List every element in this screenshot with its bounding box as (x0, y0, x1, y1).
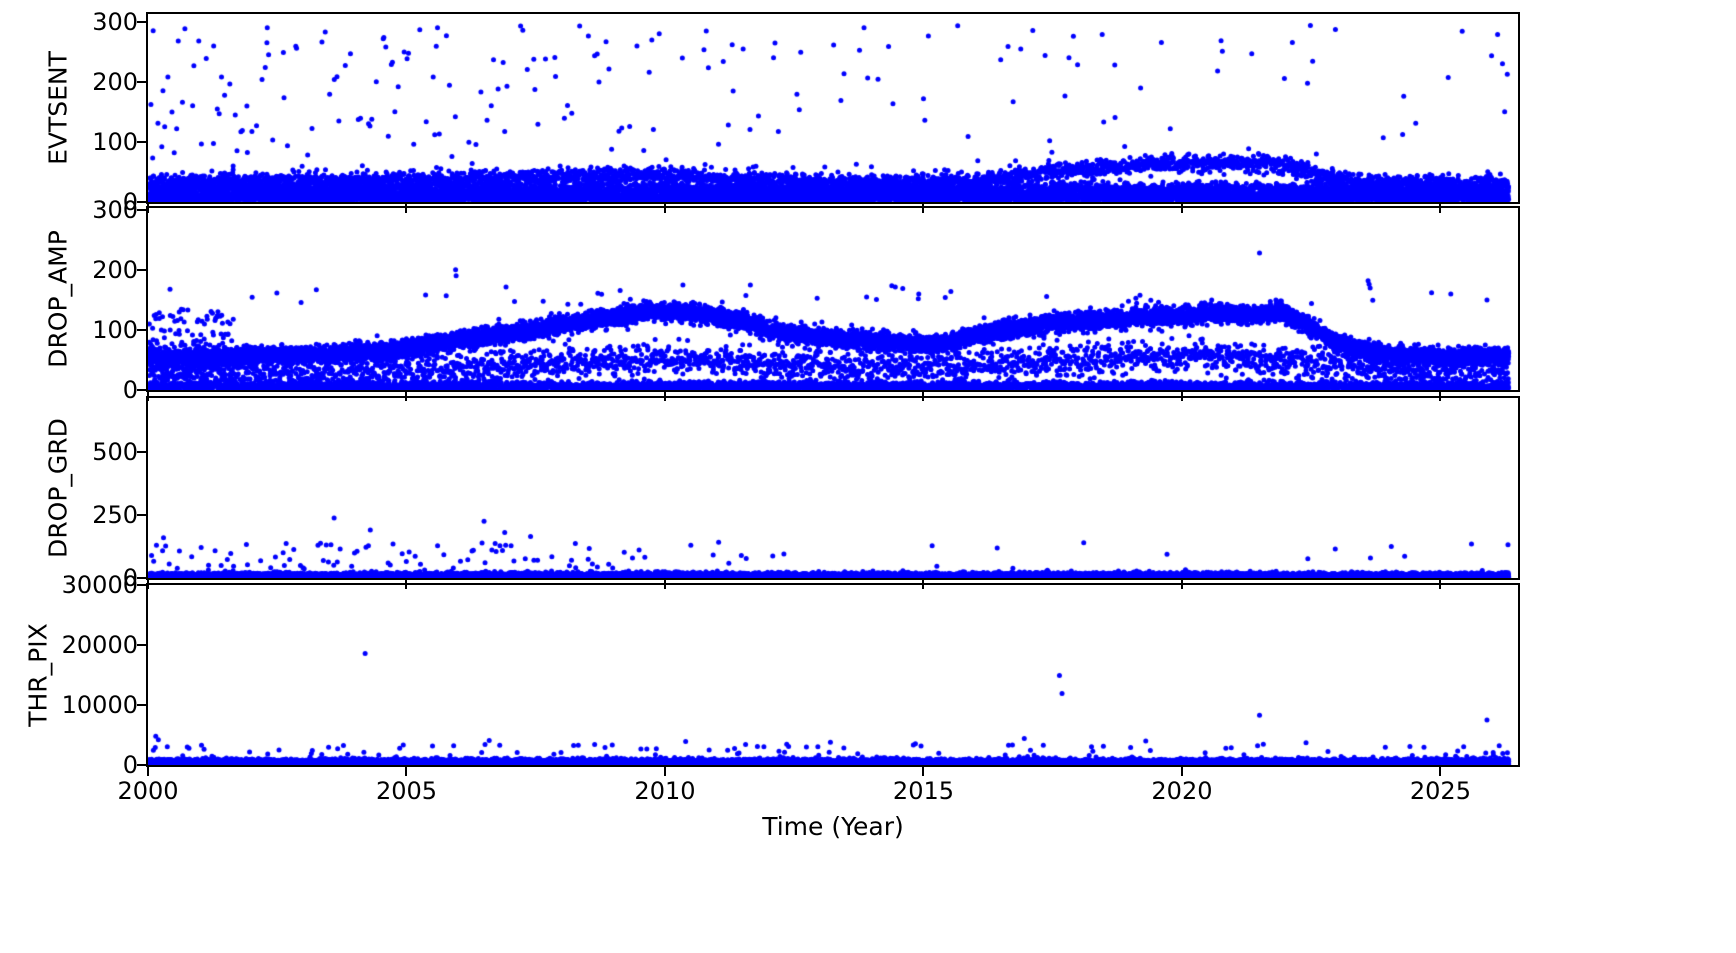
y-tick-label: 0 (122, 751, 138, 779)
y-tick (137, 513, 146, 516)
y-tick (137, 584, 146, 586)
y-tick-label: 30000 (61, 571, 138, 599)
x-tick (1439, 392, 1442, 401)
x-tick (1439, 204, 1442, 213)
y-tick (137, 704, 146, 706)
x-tick (663, 392, 666, 401)
x-tick (1439, 580, 1442, 589)
x-tick (147, 204, 149, 213)
y-tick-label: 300 (92, 7, 138, 36)
x-tick-label: 2010 (634, 777, 696, 805)
y-tick-label: 0 (122, 564, 138, 592)
thr-pix-scatter-canvas (148, 585, 1518, 765)
y-tick-label: 200 (92, 67, 138, 96)
y-tick-label: 100 (92, 315, 138, 344)
x-tick (405, 204, 408, 213)
x-tick (922, 204, 925, 213)
y-tick-label: 300 (92, 195, 138, 224)
y-tick (137, 268, 146, 271)
x-tick (1180, 392, 1183, 401)
x-tick-label: 2015 (892, 777, 954, 805)
x-tick (922, 767, 925, 776)
y-tick-label: 100 (92, 127, 138, 156)
x-tick (405, 767, 408, 776)
y-tick (137, 764, 146, 766)
x-tick-label: 2005 (375, 777, 438, 805)
y-tick (137, 80, 146, 83)
panel-drop-grd (146, 396, 1520, 580)
x-tick-label: 2020 (1151, 777, 1213, 805)
y-tick (137, 208, 146, 211)
y-tick-label: 500 (92, 437, 138, 466)
x-tick (147, 767, 149, 776)
x-tick (147, 392, 149, 401)
x-tick (1180, 204, 1183, 213)
y-tick-label: 10000 (61, 691, 138, 719)
panel-evtsent (146, 12, 1520, 204)
x-tick (922, 392, 925, 401)
y-tick (137, 201, 146, 203)
x-tick (663, 580, 666, 589)
y-tick (137, 20, 146, 23)
drop-grd-scatter-canvas (148, 398, 1518, 578)
x-tick (1180, 580, 1183, 589)
y-tick (137, 450, 146, 453)
drop-amp-scatter-canvas (148, 208, 1518, 390)
x-tick-label: 2000 (117, 777, 179, 805)
x-tick (663, 767, 666, 776)
x-tick (922, 580, 925, 589)
y-tick-label: 250 (92, 500, 138, 529)
x-tick (1180, 767, 1183, 776)
y-tick (137, 577, 146, 579)
y-tick-label: 0 (122, 188, 138, 216)
x-tick-label: 2025 (1409, 777, 1471, 805)
y-tick-label: 20000 (61, 631, 138, 659)
panel-drop-amp (146, 206, 1520, 392)
y-tick-label: 0 (122, 376, 138, 404)
y-tick-label: 200 (92, 255, 138, 284)
panel-thr-pix (146, 583, 1520, 767)
x-tick (1439, 767, 1442, 776)
y-tick (137, 140, 146, 143)
y-tick (137, 389, 146, 391)
y-tick (137, 328, 146, 331)
evtsent-scatter-canvas (148, 14, 1518, 202)
x-tick (405, 580, 408, 589)
x-tick (147, 580, 149, 589)
x-tick (663, 204, 666, 213)
x-axis-label: Time (Year) (762, 812, 904, 841)
x-tick (405, 392, 408, 401)
y-axis-label-drop-amp: DROP_AMP (43, 230, 73, 368)
y-tick (137, 644, 146, 646)
